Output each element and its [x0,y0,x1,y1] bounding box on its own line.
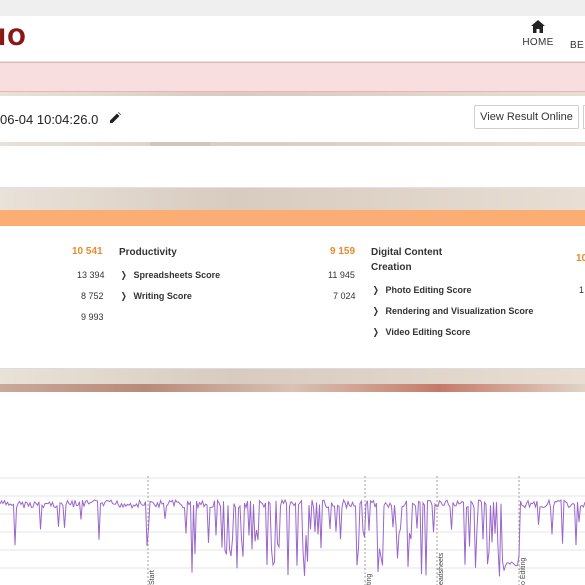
phase-marker-label: Start [149,570,156,585]
nav-home[interactable]: HOME [520,20,556,48]
left-subscore-1: 13 394 [77,270,105,280]
chevron-right-icon: ❯ [120,270,127,280]
rendering-score-label: Rendering and Visualization Score [385,306,534,316]
phase-marker-label: eadsheets [438,552,445,585]
spreadsheets-score-value: 11 945 [328,270,355,280]
brand-logo[interactable]: IO [0,26,27,51]
view-result-online-button[interactable]: View Result Online [474,105,579,129]
browser-top-strip [0,0,585,16]
photo-editing-score-value: 1 [579,285,585,295]
productivity-title: Productivity [119,247,177,258]
chevron-right-icon: ❯ [120,291,127,301]
phase-marker-label: ting [366,574,373,585]
writing-score-value: 7 024 [333,291,356,301]
nav-home-label: HOME [522,37,554,48]
chevron-right-icon: ❯ [372,327,379,337]
digital-content-title: Digital Content Creation [371,245,442,275]
pencil-icon[interactable] [110,112,121,123]
photo-editing-score-label: Photo Editing Score [385,285,472,295]
video-editing-score-item[interactable]: ❯ Video Editing Score [372,327,471,338]
video-editing-score-label: Video Editing Score [385,327,471,337]
monitoring-chart-svg: Start ting eadsheets o Editing [0,476,585,585]
monitoring-chart: Start ting eadsheets o Editing [0,392,585,585]
digital-content-title-line2: Creation [371,262,412,273]
chevron-right-icon: ❯ [372,306,379,316]
result-datetime: 06-04 10:04:26.0 [0,112,99,127]
photo-editing-score-item[interactable]: ❯ Photo Editing Score [372,285,472,296]
writing-score-item[interactable]: ❯ Writing Score [120,291,192,302]
left-subscore-3: 9 993 [81,312,104,322]
productivity-total: 9 159 [330,246,356,257]
writing-score-label: Writing Score [133,291,192,301]
app-header: IO HOME BE [0,16,585,62]
spreadsheets-score-item[interactable]: ❯ Spreadsheets Score [120,270,220,281]
rendering-score-item[interactable]: ❯ Rendering and Visualization Score [372,306,534,317]
spreadsheets-score-label: Spreadsheets Score [133,270,221,280]
result-title-bar: 06-04 10:04:26.0 View Result Online [0,96,585,142]
digital-content-total: 10 [576,253,585,264]
alert-banner [0,62,585,92]
home-icon [531,20,545,33]
result-details-strip [0,146,585,188]
secondary-action-button[interactable] [583,105,585,129]
digital-content-title-line1: Digital Content [371,247,443,258]
chevron-right-icon: ❯ [372,285,379,295]
score-section-header-bar [0,210,585,226]
nav-benchmarks[interactable]: BE [570,40,584,51]
left-group-total: 10 541 [72,246,103,257]
left-subscore-2: 8 752 [81,291,104,301]
phase-marker-label: o Editing [520,558,527,585]
cpu-usage-series-line [0,498,585,577]
score-breakdown-panel: 10 541 13 394 8 752 9 993 Productivity ❯… [0,226,585,369]
